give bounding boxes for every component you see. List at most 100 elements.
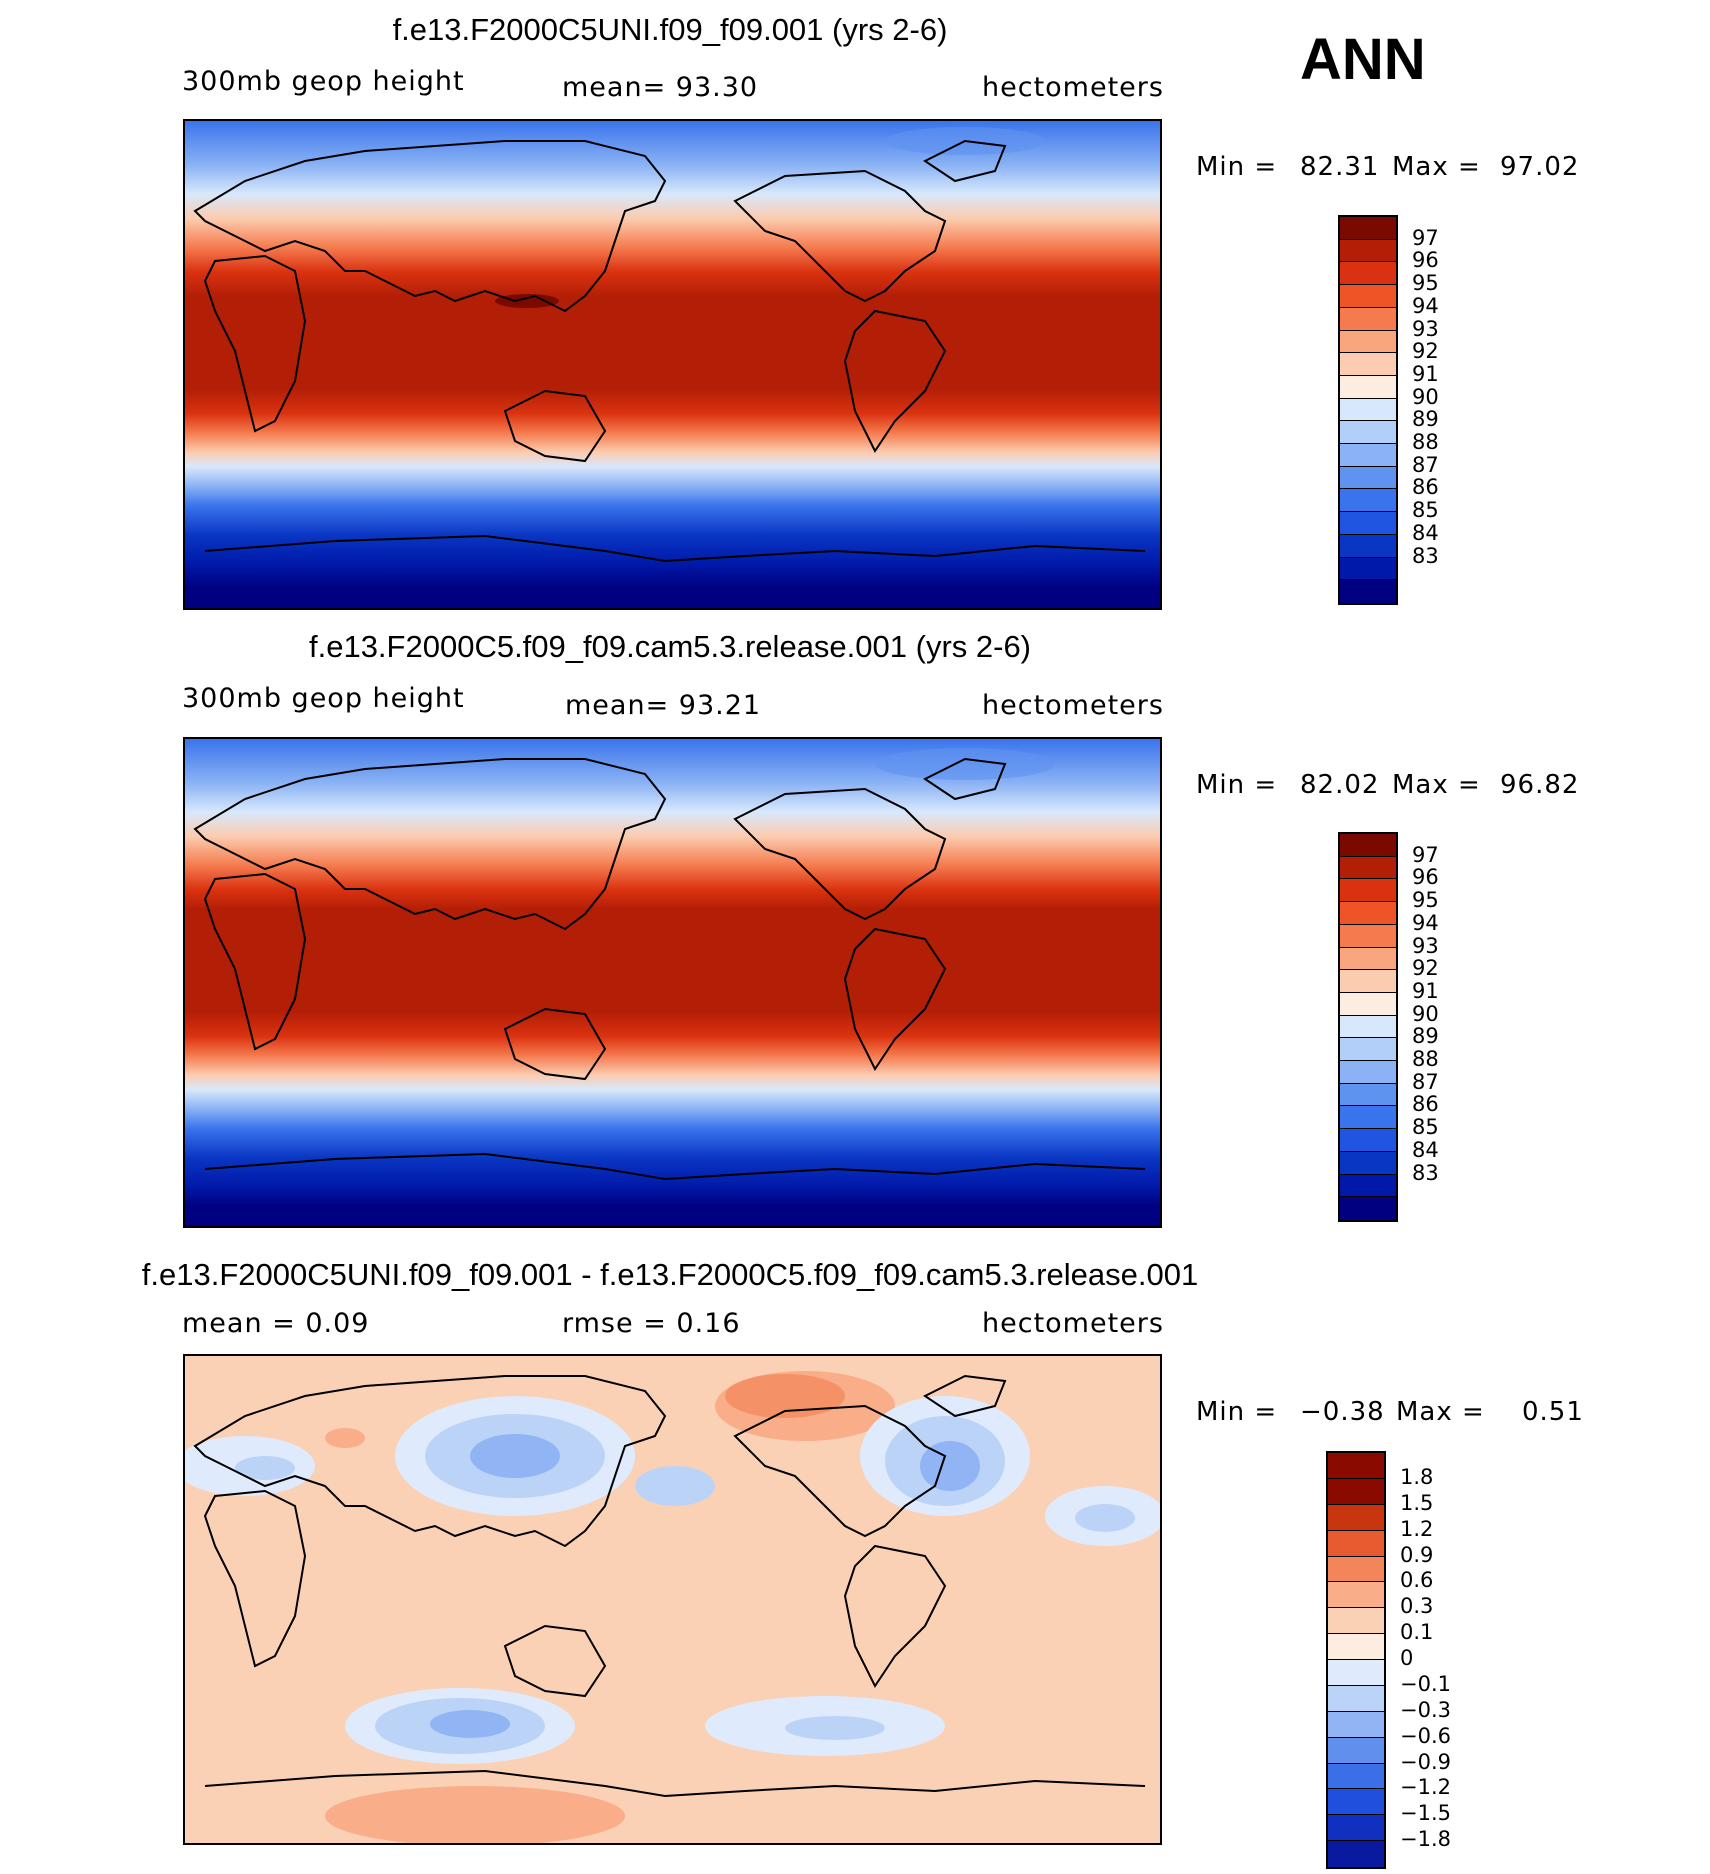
panel-3-colorbar-swatch xyxy=(1328,1711,1384,1738)
panel-2-colorbar-swatch xyxy=(1340,1038,1396,1062)
panel-3-max-label: Max = xyxy=(1396,1397,1485,1427)
panel-3-colorbar-swatch xyxy=(1328,1685,1384,1712)
panel-1-colorbar-label: 87 xyxy=(1412,452,1439,477)
panel-2-colorbar-swatch xyxy=(1340,1197,1396,1220)
panel-3-map xyxy=(183,1354,1162,1845)
panel-2-arctic-low xyxy=(875,748,1055,780)
panel-1-map xyxy=(183,119,1162,610)
panel-3-south-pacific-neg-core xyxy=(785,1716,885,1740)
panel-2-map-svg xyxy=(185,739,1160,1226)
panel-3-rmse: rmse = 0.16 xyxy=(562,1308,741,1339)
panel-2-colorbar-label: 96 xyxy=(1412,865,1439,890)
panel-1-max-cell xyxy=(495,294,559,308)
panel-2-colorbar-swatch xyxy=(1340,970,1396,993)
panel-1-colorbar-label: 91 xyxy=(1412,361,1439,386)
panel-2-colorbar xyxy=(1338,832,1398,1222)
panel-3-coastlines xyxy=(193,1374,1146,1798)
panel-2-colorbar-swatch xyxy=(1340,1061,1396,1084)
panel-3-title: f.e13.F2000C5UNI.f09_f09.001 - f.e13.F20… xyxy=(141,1257,1199,1292)
panel-2-colorbar-label: 94 xyxy=(1412,910,1439,935)
panel-2-colorbar-label: 89 xyxy=(1412,1024,1439,1049)
panel-2-colorbar-label: 90 xyxy=(1412,1001,1439,1026)
panel-2-colorbar-swatch xyxy=(1340,856,1396,880)
panel-1-colorbar-label: 97 xyxy=(1412,225,1439,250)
panel-3-colorbar-swatch xyxy=(1328,1634,1384,1660)
panel-3-colorbar-swatch xyxy=(1328,1660,1384,1686)
panel-1-max-value: 97.02 xyxy=(1500,152,1580,182)
panel-1-colorbar-swatch xyxy=(1340,580,1396,603)
panel-3-colorbar-label: 1.2 xyxy=(1400,1516,1434,1541)
panel-1-units: hectometers xyxy=(982,72,1164,103)
panel-3-colorbar-swatch xyxy=(1328,1841,1384,1867)
panel-1-max-label: Max = xyxy=(1392,152,1481,182)
panel-1-map-svg xyxy=(185,121,1160,608)
panel-3-colorbar-label: −0.3 xyxy=(1400,1697,1451,1722)
panel-1-colorbar-swatch xyxy=(1340,421,1396,445)
panel-3-colorbar-swatch xyxy=(1328,1608,1384,1635)
panel-3-colorbar-label: 0.6 xyxy=(1400,1568,1434,1593)
panel-3-colorbar-swatch xyxy=(1328,1737,1384,1764)
panel-3-atlantic-neg-core xyxy=(1075,1504,1135,1532)
panel-2-colorbar-swatch xyxy=(1340,1129,1396,1152)
panel-1-colorbar-swatch xyxy=(1340,534,1396,558)
panel-1-colorbar-swatch xyxy=(1340,307,1396,331)
panel-2-colorbar-label: 97 xyxy=(1412,842,1439,867)
panel-2-colorbar-swatch xyxy=(1340,1151,1396,1175)
panel-3-colorbar-label: 0.3 xyxy=(1400,1594,1434,1619)
panel-1-colorbar-swatch xyxy=(1340,489,1396,513)
panel-1-colorbar-swatch xyxy=(1340,285,1396,308)
panel-3-colorbar-swatch xyxy=(1328,1789,1384,1816)
panel-1-colorbar-swatch xyxy=(1340,466,1396,490)
panel-2-colorbar-label: 95 xyxy=(1412,888,1439,913)
panel-1-colorbar-label: 96 xyxy=(1412,248,1439,273)
panel-1-colorbar-label: 92 xyxy=(1412,339,1439,364)
panel-1-title: f.e13.F2000C5UNI.f09_f09.001 (yrs 2-6) xyxy=(392,12,948,47)
panel-3-colorbar-label: 1.5 xyxy=(1400,1490,1434,1515)
panel-2-colorbar-label: 91 xyxy=(1412,978,1439,1003)
panel-3-colorbar-swatch xyxy=(1328,1815,1384,1842)
season-label: ANN xyxy=(1300,27,1426,92)
panel-2-colorbar-swatch xyxy=(1340,1106,1396,1130)
panel-3-colorbar-label: −0.9 xyxy=(1400,1749,1451,1774)
panel-3-colorbar-label: −1.8 xyxy=(1400,1827,1451,1852)
panel-1-colorbar-swatch xyxy=(1340,330,1396,354)
panel-3-colorbar xyxy=(1326,1451,1386,1869)
panel-2-min-label: Min = xyxy=(1196,770,1278,800)
panel-1-colorbar-label: 89 xyxy=(1412,407,1439,432)
panel-2-colorbar-swatch xyxy=(1340,924,1396,948)
panel-2-max-label: Max = xyxy=(1392,770,1481,800)
panel-2-colorbar-swatch xyxy=(1340,1015,1396,1039)
panel-2-units: hectometers xyxy=(982,690,1164,721)
panel-2-colorbar-swatch xyxy=(1340,834,1396,857)
panel-3-asia-neg-core xyxy=(470,1434,560,1478)
panel-1-colorbar-swatch xyxy=(1340,239,1396,263)
panel-1-colorbar-swatch xyxy=(1340,557,1396,581)
panel-3-colorbar-label: 0.9 xyxy=(1400,1542,1434,1567)
panel-1-colorbar-swatch xyxy=(1340,512,1396,535)
panel-3-min-value: −0.38 xyxy=(1300,1397,1385,1427)
panel-1-colorbar-label: 94 xyxy=(1412,293,1439,318)
panel-2-map xyxy=(183,737,1162,1228)
panel-1-mean: mean= 93.30 xyxy=(562,72,759,103)
panel-1-colorbar-swatch xyxy=(1340,398,1396,422)
panel-3-alaska-pos-core xyxy=(725,1374,845,1418)
panel-3-antarctic-pos xyxy=(325,1786,625,1843)
panel-2-colorbar-label: 83 xyxy=(1412,1160,1439,1185)
panel-1-coastlines xyxy=(193,139,1146,563)
panel-3-colorbar-swatch xyxy=(1328,1582,1384,1609)
panel-3-colorbar-label: −0.6 xyxy=(1400,1723,1451,1748)
panel-1-colorbar xyxy=(1338,215,1398,605)
panel-2-max-value: 96.82 xyxy=(1500,770,1580,800)
panel-3-europe-neg-core xyxy=(235,1456,295,1480)
panel-1-min-label: Min = xyxy=(1196,152,1278,182)
panel-2-mean: mean= 93.21 xyxy=(565,690,762,721)
panel-2-colorbar-swatch xyxy=(1340,1083,1396,1107)
panel-3-colorbar-label: 1.8 xyxy=(1400,1464,1434,1489)
panel-3-colorbar-label: −1.2 xyxy=(1400,1775,1451,1800)
panel-3-southern-ocean-neg-core xyxy=(430,1710,510,1738)
panel-1-colorbar-swatch xyxy=(1340,353,1396,376)
panel-3-colorbar-label: 0.1 xyxy=(1400,1620,1434,1645)
panel-1-colorbar-swatch xyxy=(1340,375,1396,399)
panel-3-max-value: 0.51 xyxy=(1522,1397,1584,1427)
panel-1-colorbar-label: 85 xyxy=(1412,498,1439,523)
